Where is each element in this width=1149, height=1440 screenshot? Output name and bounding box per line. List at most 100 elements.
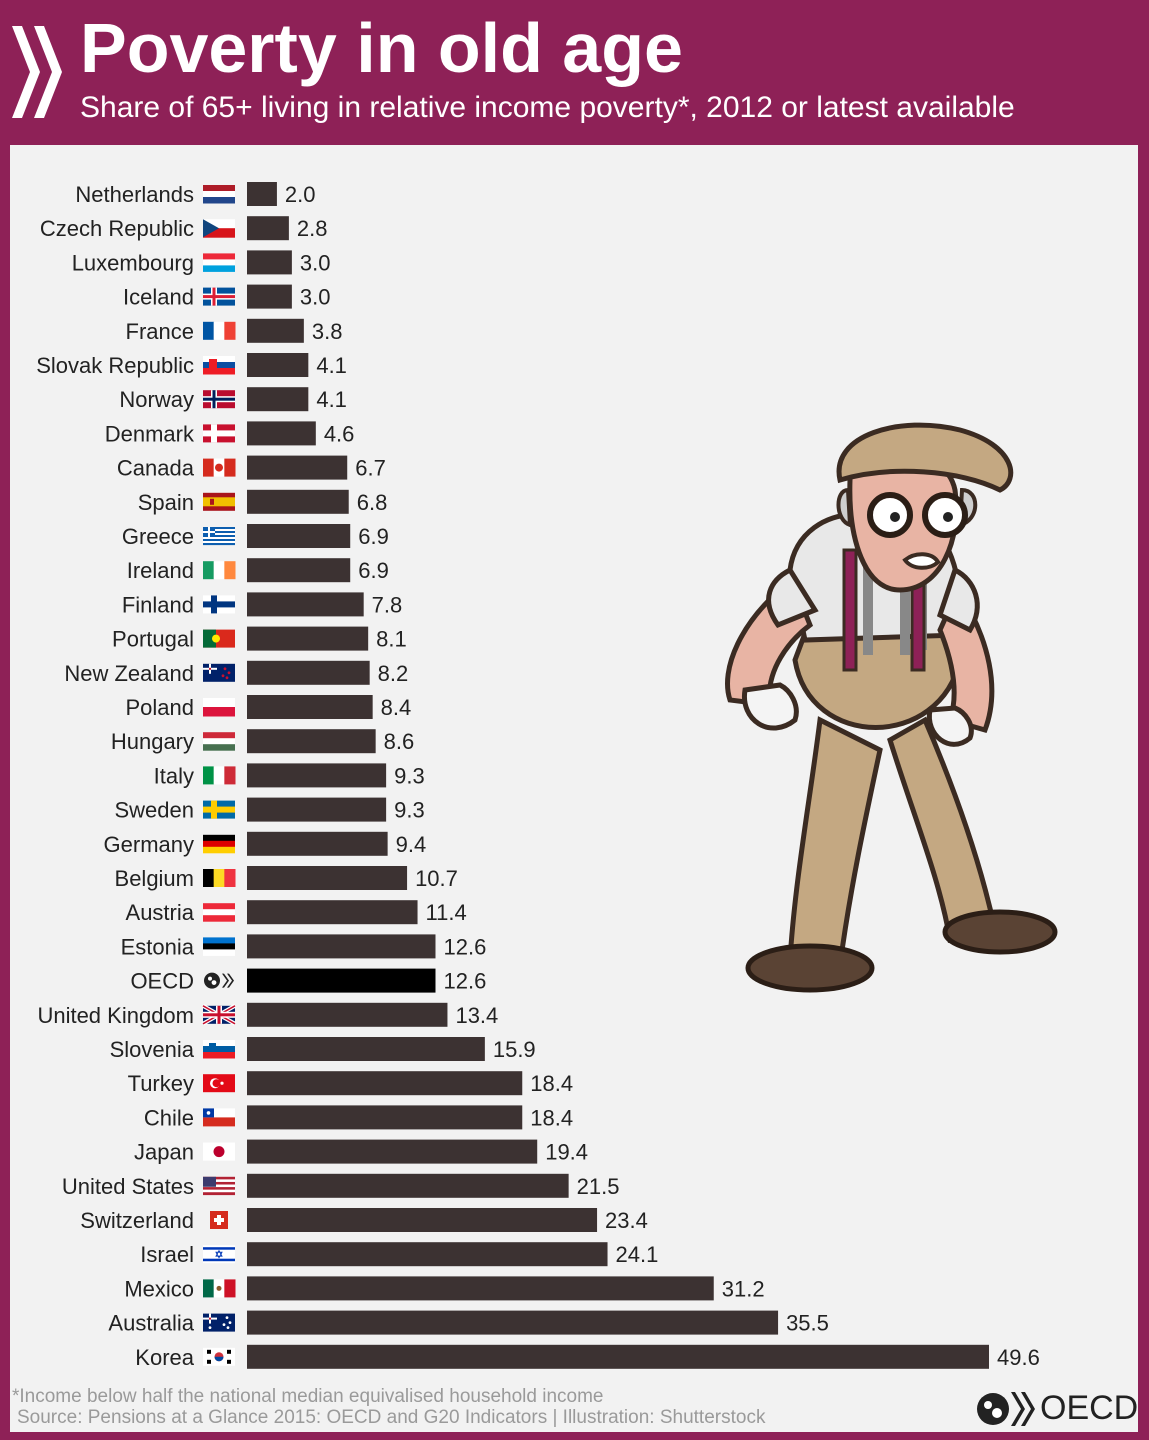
bar xyxy=(247,455,348,480)
category-label: Denmark xyxy=(105,421,195,446)
value-label: 24.1 xyxy=(616,1242,659,1267)
bar xyxy=(247,797,387,822)
category-label: Poland xyxy=(125,695,194,720)
chart-row: Finland 7.8 xyxy=(122,592,402,617)
value-label: 9.4 xyxy=(396,832,427,857)
bar xyxy=(247,626,369,651)
chart-row: Portugal 8.1 xyxy=(112,626,407,652)
bar xyxy=(247,1242,608,1267)
flag-united-states xyxy=(203,1176,235,1196)
value-label: 4.1 xyxy=(316,353,347,378)
value-label: 6.9 xyxy=(358,524,389,549)
value-label: 6.9 xyxy=(358,558,389,583)
chart-row: France 3.8 xyxy=(126,318,342,344)
flag-israel xyxy=(203,1245,235,1264)
bar xyxy=(247,489,349,514)
value-label: 18.4 xyxy=(530,1105,573,1130)
category-label: Ireland xyxy=(127,558,194,583)
chart-row: Israel 24.1 xyxy=(140,1242,658,1267)
value-label: 4.1 xyxy=(316,387,347,412)
flag-slovak-republic xyxy=(203,356,235,375)
value-label: 23.4 xyxy=(605,1208,648,1233)
chart-row: Greece 6.9 xyxy=(122,524,389,549)
old-man-empty-pockets-illustration xyxy=(725,422,1058,993)
flag-belgium xyxy=(203,869,236,887)
chart-row: Korea 49.6 xyxy=(135,1344,1040,1370)
value-label: 2.8 xyxy=(297,216,328,241)
category-label: Austria xyxy=(126,900,195,925)
value-label: 15.9 xyxy=(493,1037,536,1062)
chart-row: Canada 6.7 xyxy=(117,455,386,481)
chart-row: Norway 4.1 xyxy=(119,387,347,412)
chart-row: Sweden 9.3 xyxy=(114,797,425,823)
bar xyxy=(247,250,292,275)
value-label: 8.2 xyxy=(378,661,409,686)
category-label: United Kingdom xyxy=(37,1003,194,1028)
bar xyxy=(247,524,351,548)
flag-canada xyxy=(203,458,236,477)
flag-finland xyxy=(203,595,235,614)
bar xyxy=(247,1310,779,1335)
flag-norway xyxy=(203,390,235,409)
category-label: Korea xyxy=(135,1345,194,1370)
bar xyxy=(247,763,387,788)
category-label: Netherlands xyxy=(75,182,194,207)
flag-mexico xyxy=(203,1279,236,1298)
oecd-logo-icon xyxy=(204,972,234,989)
value-label: 8.4 xyxy=(381,695,412,720)
value-label: 19.4 xyxy=(545,1140,588,1165)
chart-row: New Zealand 8.2 xyxy=(64,660,409,686)
bar xyxy=(247,866,408,890)
bar xyxy=(247,1344,989,1369)
chart-row: Mexico 31.2 xyxy=(124,1276,765,1301)
page-subtitle: Share of 65+ living in relative income p… xyxy=(80,91,1015,124)
flag-poland xyxy=(203,698,235,717)
category-label: Portugal xyxy=(112,627,194,652)
flag-luxembourg xyxy=(203,253,235,272)
oecd-logo-text: OECD xyxy=(1040,1389,1139,1427)
bar xyxy=(247,284,292,309)
bar xyxy=(247,353,309,377)
chevron-logo-icon xyxy=(12,26,62,118)
value-label: 2.0 xyxy=(285,182,316,207)
footnote: *Income below half the national median e… xyxy=(12,1386,604,1407)
bar xyxy=(247,318,304,343)
bar-highlight xyxy=(247,968,436,993)
value-label: 13.4 xyxy=(455,1003,498,1028)
value-label: 35.5 xyxy=(786,1311,829,1336)
category-label: Mexico xyxy=(124,1276,194,1301)
bar xyxy=(247,387,309,412)
bar xyxy=(247,1208,598,1232)
flag-czech-republic xyxy=(203,219,235,238)
bar xyxy=(247,831,388,856)
bar xyxy=(247,1002,448,1027)
bar xyxy=(247,216,289,241)
chart-row: Denmark 4.6 xyxy=(105,421,354,446)
category-label: Estonia xyxy=(121,934,195,959)
category-label: Slovenia xyxy=(110,1037,195,1062)
value-label: 9.3 xyxy=(394,763,425,788)
chart-row: Belgium 10.7 xyxy=(115,866,458,891)
chart-row: Luxembourg 3.0 xyxy=(72,250,330,275)
category-label: Luxembourg xyxy=(72,250,194,275)
chart-row: Estonia 12.6 xyxy=(121,934,486,959)
flag-chile xyxy=(203,1108,235,1127)
flag-ireland xyxy=(203,561,236,580)
chart-row: United States 21.5 xyxy=(62,1173,619,1199)
category-label: United States xyxy=(62,1174,194,1199)
bar xyxy=(247,182,277,206)
category-label: Greece xyxy=(122,524,194,549)
chart-row: Australia 35.5 xyxy=(108,1310,829,1336)
chart-row: Italy 9.3 xyxy=(154,763,425,788)
value-label: 7.8 xyxy=(372,592,403,617)
chart-row: Spain 6.8 xyxy=(138,489,387,515)
flag-estonia xyxy=(203,937,235,956)
category-label: Chile xyxy=(144,1105,194,1130)
category-label: Turkey xyxy=(128,1071,194,1096)
value-label: 8.1 xyxy=(376,627,407,652)
category-label: Australia xyxy=(108,1311,194,1336)
chart-row: Ireland 6.9 xyxy=(127,558,389,583)
flag-germany xyxy=(203,834,235,854)
